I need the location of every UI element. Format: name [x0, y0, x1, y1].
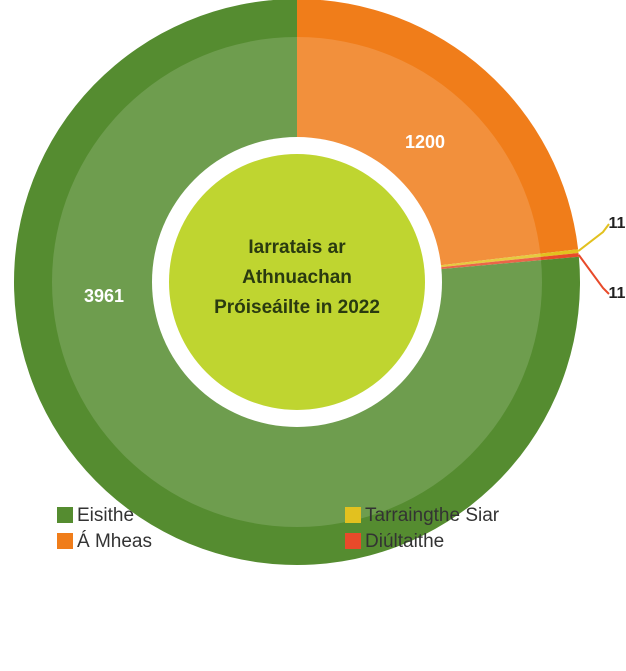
legend-label: Tarraingthe Siar — [365, 505, 500, 526]
data-label: 11 — [609, 285, 626, 302]
data-label: 11 — [609, 215, 626, 232]
data-label: 3961 — [84, 286, 124, 306]
legend-swatch — [345, 507, 361, 523]
legend-label: Eisithe — [77, 505, 134, 526]
chart-title: Athnuachan — [242, 267, 352, 288]
legend-label: Á Mheas — [77, 531, 152, 552]
legend-swatch — [57, 507, 73, 523]
legend-swatch — [57, 533, 73, 549]
leader-line — [577, 254, 610, 295]
data-label: 1200 — [405, 132, 445, 152]
legend-swatch — [345, 533, 361, 549]
leader-line — [577, 223, 610, 252]
chart-title: Próiseáilte in 2022 — [214, 297, 380, 318]
chart-title: Iarratais ar — [248, 237, 346, 258]
center-disc — [169, 154, 425, 410]
legend-label: Diúltaithe — [365, 531, 444, 552]
